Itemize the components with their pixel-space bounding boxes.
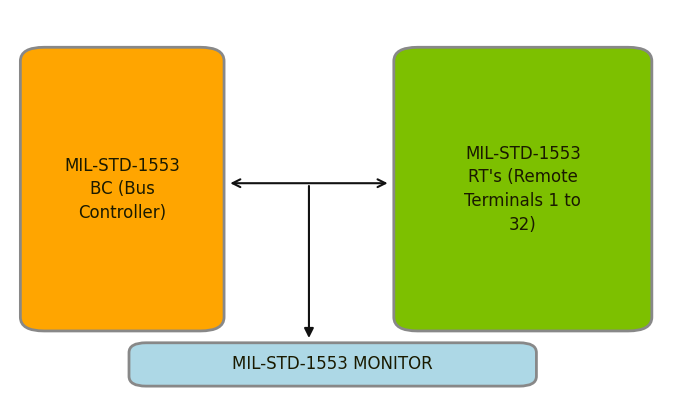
Text: MIL-STD-1553
BC (Bus
Controller): MIL-STD-1553 BC (Bus Controller) <box>65 156 180 222</box>
Text: MIL-STD-1553 MONITOR: MIL-STD-1553 MONITOR <box>232 355 433 374</box>
FancyBboxPatch shape <box>20 47 224 331</box>
FancyBboxPatch shape <box>394 47 652 331</box>
Text: MIL-STD-1553
RT's (Remote
Terminals 1 to
32): MIL-STD-1553 RT's (Remote Terminals 1 to… <box>464 145 581 234</box>
FancyBboxPatch shape <box>129 343 536 386</box>
